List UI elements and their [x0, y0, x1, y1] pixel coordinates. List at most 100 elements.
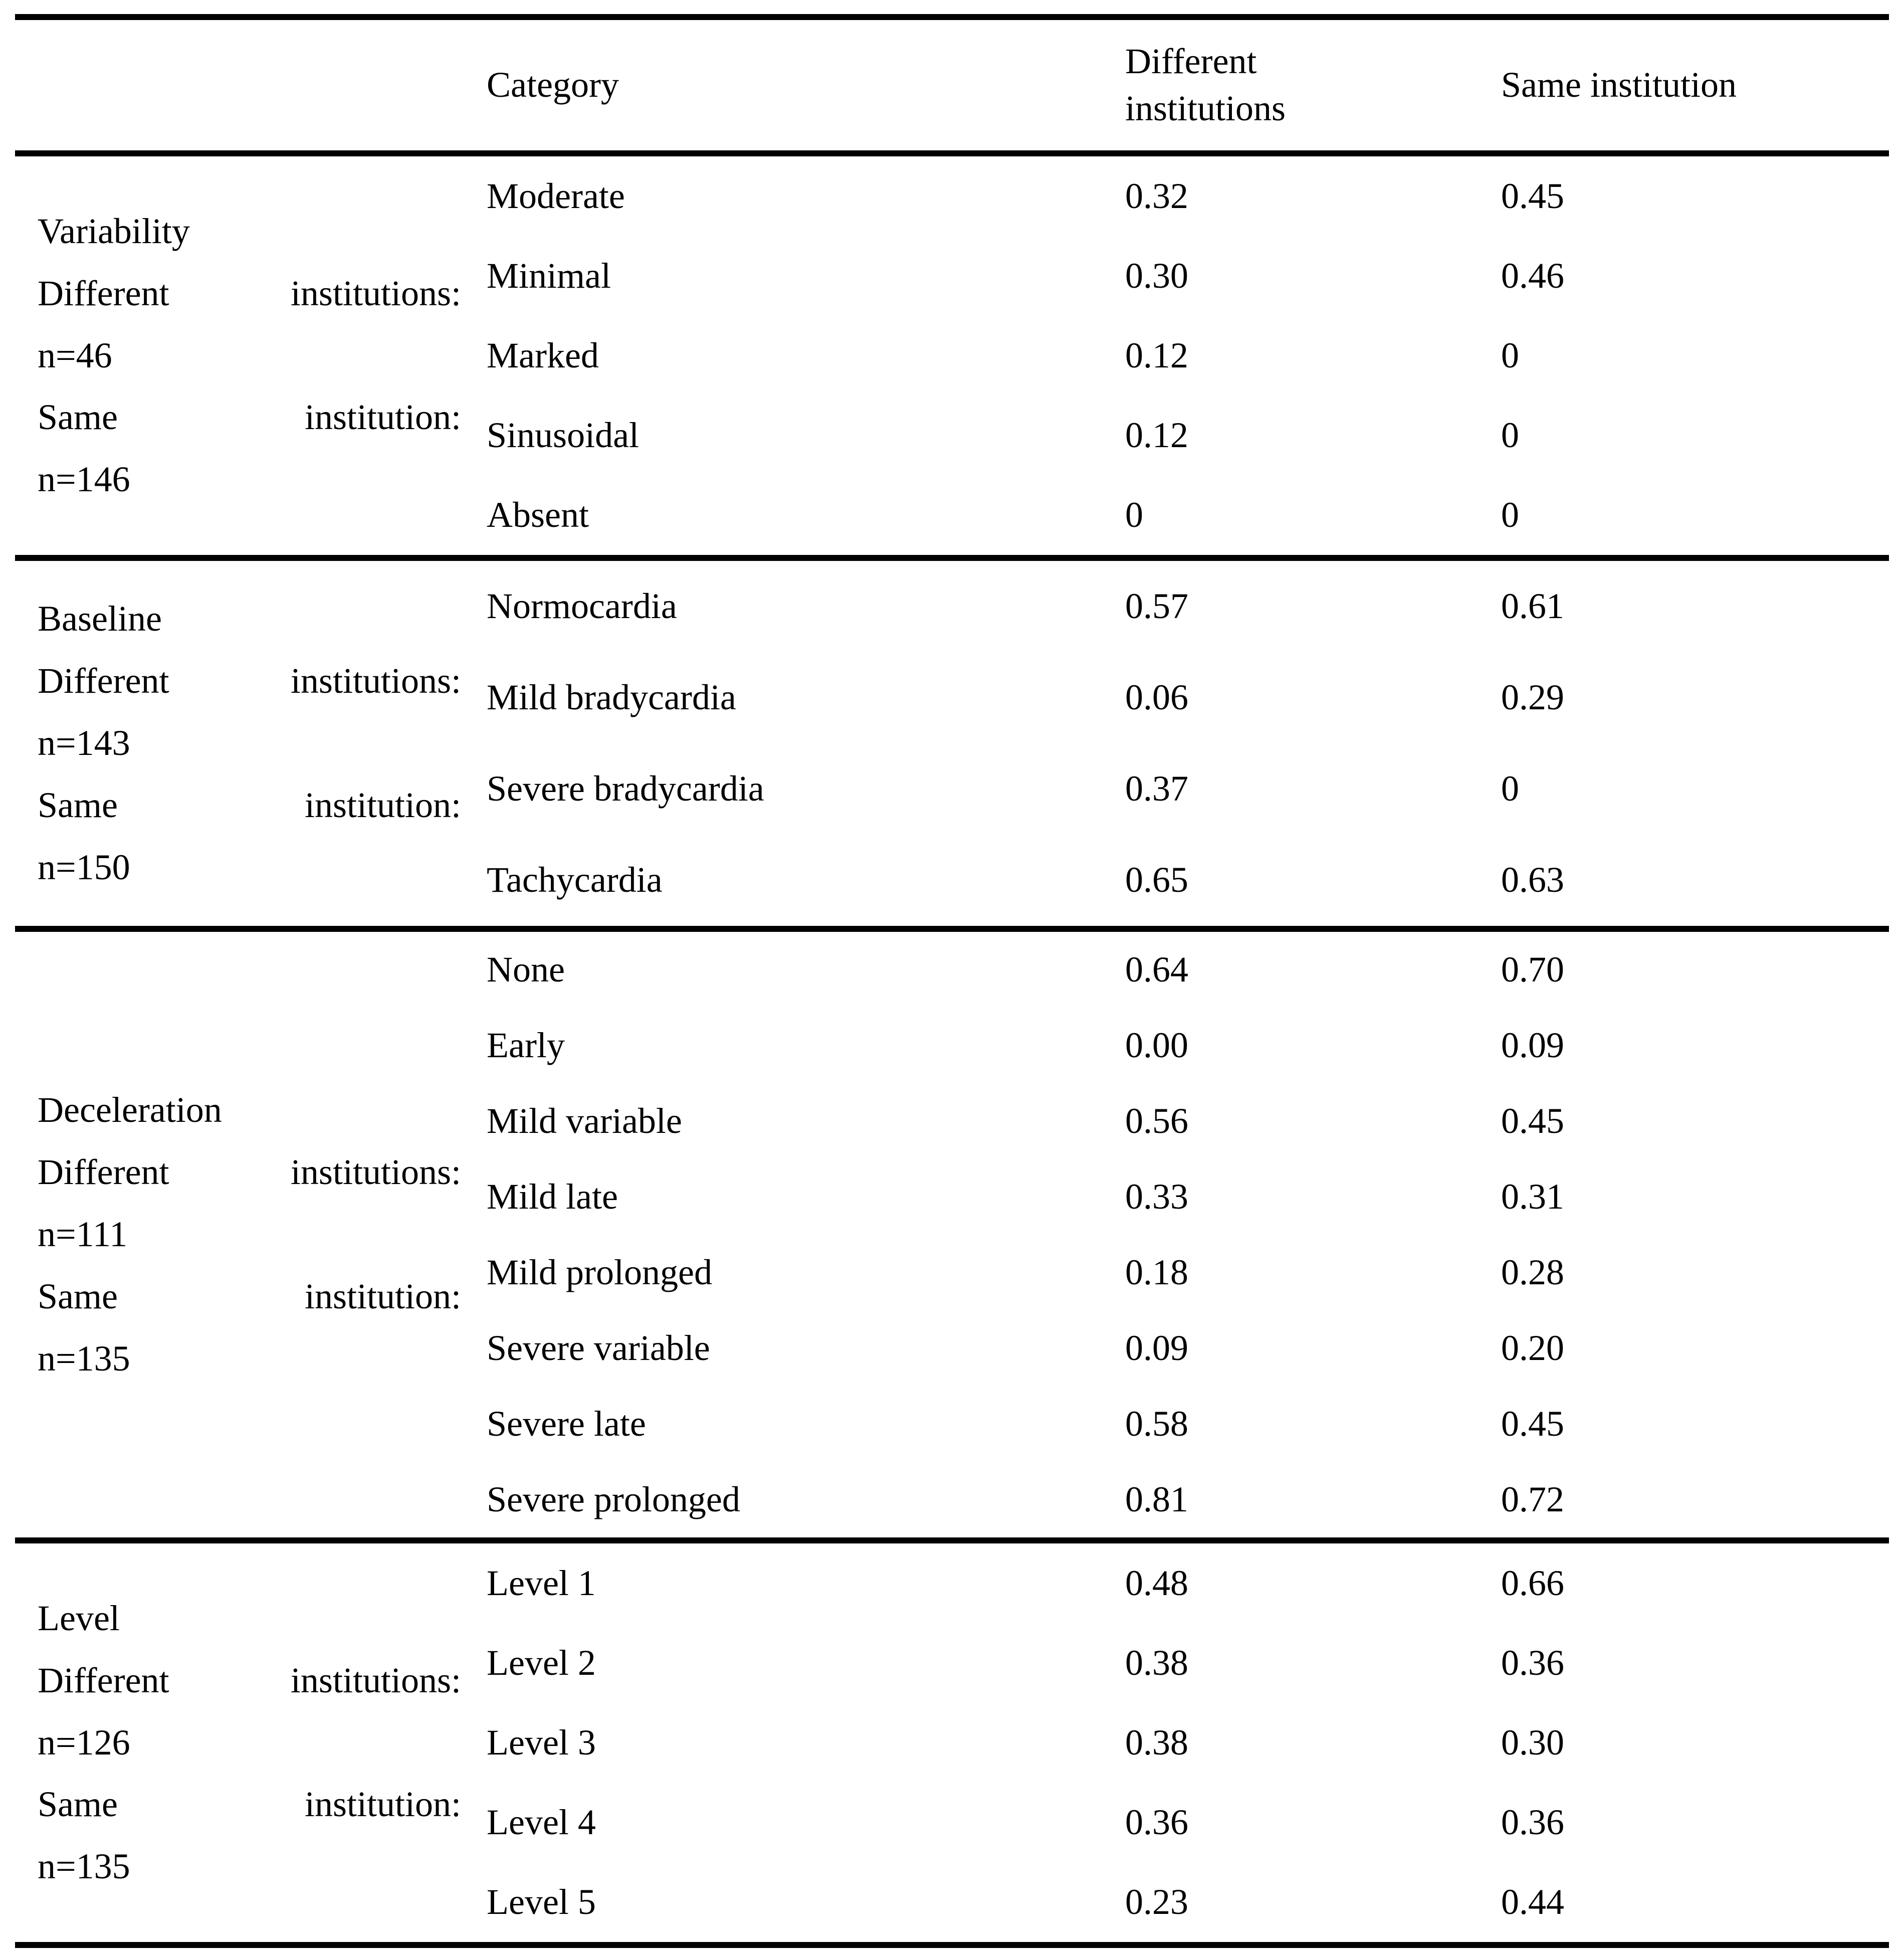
group-diff-n: n=111 — [38, 1214, 128, 1255]
category-cell: Level 4 — [487, 1802, 596, 1842]
group-title: Baseline — [38, 599, 162, 639]
group-diff-word-2: institutions: — [290, 661, 461, 701]
same-value-cell: 0.61 — [1501, 586, 1564, 627]
same-value-cell: 0.63 — [1501, 860, 1564, 900]
different-value-cell: 0.56 — [1125, 1100, 1188, 1141]
same-value-cell: 0.45 — [1501, 175, 1564, 216]
different-value-cell: 0.18 — [1125, 1252, 1188, 1292]
different-value-cell: 0.06 — [1125, 677, 1188, 718]
group-same-word-1: Same — [38, 1276, 118, 1316]
group-diff-n: n=126 — [38, 1722, 130, 1763]
section-variability: Variability Different institutions: n=46… — [15, 153, 1889, 558]
group-title: Variability — [38, 211, 190, 251]
same-value-cell: 0 — [1501, 335, 1519, 375]
group-same-word-1: Same — [38, 785, 118, 825]
different-value-cell: 0 — [1125, 494, 1143, 535]
group-same-word-2: institution: — [304, 1784, 461, 1825]
different-value-cell: 0.12 — [1125, 335, 1188, 375]
group-same-label: Same institution: — [38, 386, 461, 449]
group-diff-word-1: Different — [38, 661, 169, 701]
different-value-cell: 0.48 — [1125, 1563, 1188, 1603]
table-row: Variability Different institutions: n=46… — [15, 153, 1889, 500]
table-row: Marked 0.12 0 — [15, 316, 1889, 396]
group-cell-level: Level Different institutions: n=126 Same… — [15, 1540, 476, 1945]
group-same-n: n=150 — [38, 847, 130, 887]
header-empty-cell — [15, 17, 476, 153]
same-value-cell: 0 — [1501, 494, 1519, 535]
category-cell: Level 2 — [487, 1642, 596, 1683]
different-value-cell: 0.30 — [1125, 255, 1188, 296]
same-value-cell: 0.45 — [1501, 1100, 1564, 1141]
same-value-cell: 0.36 — [1501, 1802, 1564, 1842]
group-diff-word-1: Different — [38, 273, 169, 313]
table-row: Baseline Different institutions: n=143 S… — [15, 558, 1889, 887]
same-value-cell: 0.70 — [1501, 949, 1564, 990]
different-value-cell: 0.64 — [1125, 949, 1188, 990]
different-value-cell: 0.37 — [1125, 768, 1188, 809]
same-value-cell: 0.28 — [1501, 1252, 1564, 1292]
different-value-cell: 0.58 — [1125, 1403, 1188, 1444]
different-value-cell: 0.81 — [1125, 1479, 1188, 1519]
category-cell: Minimal — [487, 255, 611, 296]
group-same-label: Same institution: — [38, 774, 461, 837]
different-value-cell: 0.12 — [1125, 415, 1188, 455]
table-row: Level 4 0.36 0.36 — [15, 1783, 1889, 1862]
category-cell: Severe bradycardia — [487, 768, 764, 809]
group-diff-word-2: institutions: — [290, 273, 461, 313]
group-same-word-2: institution: — [304, 1276, 461, 1316]
category-cell: Marked — [487, 335, 599, 375]
header-different-institutions: Different institutions — [1103, 17, 1478, 153]
table-row: Tachycardia 0.65 0.63 — [15, 835, 1889, 929]
group-same-word-1: Same — [38, 1784, 118, 1825]
table-row: Level 5 0.23 0.44 — [15, 1862, 1889, 1945]
same-value-cell: 0.46 — [1501, 255, 1564, 296]
group-diff-n: n=143 — [38, 723, 130, 763]
agreement-table: Category Different institutions Same ins… — [15, 14, 1889, 1948]
group-same-label: Same institution: — [38, 1266, 461, 1328]
different-value-cell: 0.36 — [1125, 1802, 1188, 1842]
table-row: Severe prolonged 0.81 0.72 — [15, 1462, 1889, 1540]
same-value-cell: 0.72 — [1501, 1479, 1564, 1519]
same-value-cell: 0.66 — [1501, 1563, 1564, 1603]
table-row: Level 3 0.38 0.30 — [15, 1703, 1889, 1783]
group-same-word-2: institution: — [304, 397, 461, 438]
category-cell: Severe prolonged — [487, 1479, 740, 1519]
different-value-cell: 0.32 — [1125, 175, 1188, 216]
header-same-institution-label: Same institution — [1501, 65, 1737, 105]
header-same-institution: Same institution — [1478, 17, 1889, 153]
group-diff-word-1: Different — [38, 1660, 169, 1700]
section-deceleration: Deceleration Different institutions: n=1… — [15, 929, 1889, 1540]
table-row: Severe bradycardia 0.37 0 — [15, 743, 1889, 835]
same-value-cell: 0 — [1501, 768, 1519, 809]
category-cell: Sinusoidal — [487, 415, 640, 455]
table-row: Level Different institutions: n=126 Same… — [15, 1540, 1889, 1887]
table-row: Severe late 0.58 0.45 — [15, 1386, 1889, 1462]
group-cell-deceleration: Deceleration Different institutions: n=1… — [15, 929, 476, 1540]
group-same-n: n=135 — [38, 1846, 130, 1887]
same-value-cell: 0.31 — [1501, 1176, 1564, 1217]
group-diff-label: Different institutions: — [38, 650, 461, 712]
table-row: Deceleration Different institutions: n=1… — [15, 929, 1889, 1379]
table-row: Severe variable 0.09 0.20 — [15, 1310, 1889, 1386]
group-diff-n: n=46 — [38, 335, 112, 375]
different-value-cell: 0.38 — [1125, 1642, 1188, 1683]
category-cell: Severe variable — [487, 1327, 710, 1368]
group-diff-word-1: Different — [38, 1152, 169, 1193]
group-same-label: Same institution: — [38, 1774, 461, 1836]
table-row: Absent 0 0 — [15, 475, 1889, 558]
category-cell: Tachycardia — [487, 860, 663, 900]
section-level: Level Different institutions: n=126 Same… — [15, 1540, 1889, 1945]
table-row: Early 0.00 0.09 — [15, 1008, 1889, 1083]
same-value-cell: 0.30 — [1501, 1722, 1564, 1763]
group-cell-baseline: Baseline Different institutions: n=143 S… — [15, 558, 476, 929]
same-value-cell: 0.20 — [1501, 1327, 1564, 1368]
category-cell: Level 3 — [487, 1722, 596, 1763]
same-value-cell: 0.36 — [1501, 1642, 1564, 1683]
group-same-word-1: Same — [38, 397, 118, 438]
category-cell: None — [487, 949, 565, 990]
table-row: Mild variable 0.56 0.45 — [15, 1083, 1889, 1159]
category-cell: Absent — [487, 494, 589, 535]
table-row: Level 2 0.38 0.36 — [15, 1623, 1889, 1703]
category-cell: Mild late — [487, 1176, 618, 1217]
category-cell: Normocardia — [487, 586, 677, 627]
